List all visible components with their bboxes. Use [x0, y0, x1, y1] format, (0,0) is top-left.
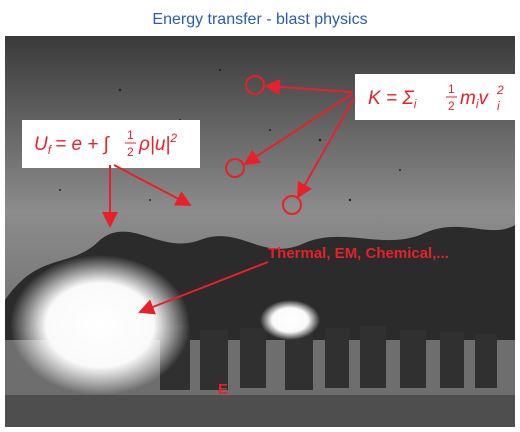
- formula-part: U: [34, 134, 48, 155]
- title: Energy transfer - blast physics: [152, 11, 367, 28]
- fluid-formula: Uf= e + ∫: [34, 134, 111, 157]
- fluid-numerator: 1: [127, 128, 134, 142]
- figure: Energy transfer - blast physics K = Σi 1…: [0, 0, 520, 427]
- formula-part: v: [479, 88, 490, 109]
- page: Energy transfer - blast physics K = Σi 1…: [0, 0, 520, 427]
- explosive-label: E: [218, 381, 228, 398]
- kinetic-power: 2: [496, 83, 504, 97]
- formula-part: = e + ∫: [55, 134, 111, 155]
- fluid-denominator: 2: [127, 145, 134, 159]
- kinetic-denominator: 2: [448, 99, 455, 113]
- formula-part: K = Σ: [368, 88, 414, 109]
- other-forms-label: Thermal, EM, Chemical,...: [268, 245, 449, 262]
- formula-part: 2: [169, 131, 177, 145]
- formula-part: m: [460, 88, 476, 109]
- kinetic-formula: K = Σi: [368, 88, 417, 111]
- formula-part: ρ|u|: [138, 134, 170, 155]
- kinetic-index: i: [497, 99, 500, 113]
- formula-part: i: [414, 97, 417, 111]
- kinetic-numerator: 1: [448, 82, 455, 96]
- kinetic-terms: miv: [460, 88, 490, 111]
